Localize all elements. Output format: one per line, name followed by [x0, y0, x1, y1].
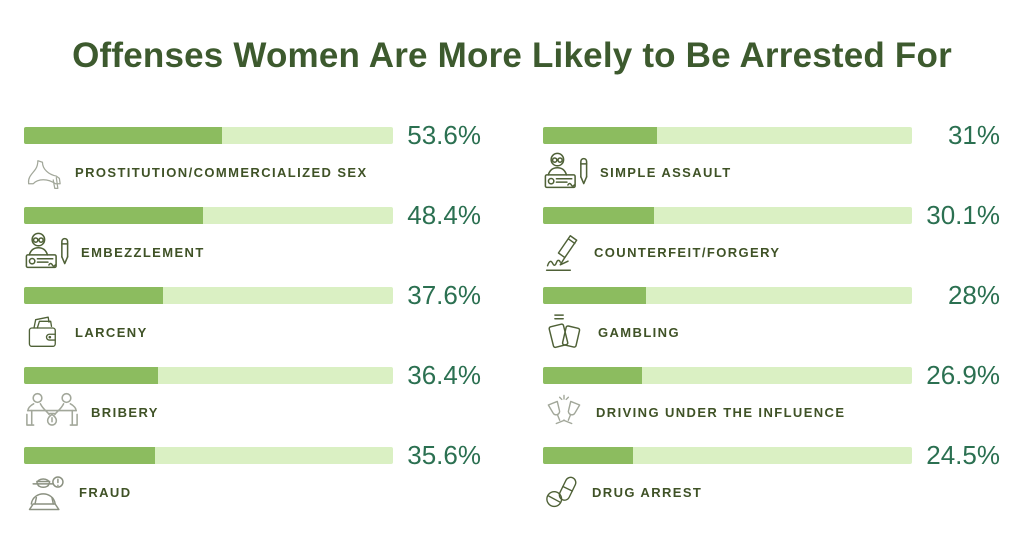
bar-chart: 53.6% PROSTITUTION/COMMERCIALIZED SEX	[24, 122, 1000, 522]
bar-row-gambling: 28% GAMBLING	[543, 280, 1000, 349]
bar-fill	[543, 366, 643, 384]
offense-label: DRIVING UNDER THE INFLUENCE	[596, 405, 846, 421]
bar-value: 53.6%	[407, 120, 481, 151]
bar-fill	[543, 206, 655, 224]
bar-value: 31%	[947, 120, 1000, 151]
bar-track	[24, 446, 393, 464]
bar-row-counterfeit: 30.1% COUNTERFEIT/FORGERY	[543, 200, 1000, 271]
bar-row-simple-assault: 31%	[543, 120, 1000, 188]
bar-value: 28%	[947, 280, 1000, 311]
person-writing-icon	[543, 150, 589, 196]
bar-value: 30.1%	[926, 200, 1000, 231]
offense-label: BRIBERY	[91, 405, 159, 421]
bar-value: 37.6%	[407, 280, 481, 311]
offense-label: DRUG ARREST	[592, 485, 703, 501]
bar-row-prostitution: 53.6% PROSTITUTION/COMMERCIALIZED SEX	[24, 120, 481, 189]
bar-row-larceny: 37.6% LARCENY	[24, 282, 481, 347]
bar-fill	[24, 446, 156, 464]
bar-row-dui: 26.9%	[543, 362, 1000, 427]
offense-label: PROSTITUTION/COMMERCIALIZED SEX	[75, 165, 368, 181]
bar-value: 24.5%	[926, 440, 1000, 471]
embezzlement-clerk-icon	[24, 230, 70, 276]
bar-row-drug-arrest: 24.5% DRUG ARREST	[543, 442, 1000, 507]
bar-fill	[543, 286, 647, 304]
bar-value: 48.4%	[407, 200, 481, 231]
offense-label: EMBEZZLEMENT	[81, 245, 205, 261]
bar-row-embezzlement: 48.4%	[24, 200, 481, 268]
offense-label: SIMPLE ASSAULT	[600, 165, 732, 181]
bar-fill	[543, 126, 658, 144]
bar-track	[24, 366, 393, 384]
infographic-page: Offenses Women Are More Likely to Be Arr…	[24, 36, 1000, 522]
pills-icon	[543, 472, 581, 514]
bar-row-fraud: 35.6%	[24, 440, 481, 510]
bar-value: 26.9%	[926, 360, 1000, 391]
page-title: Offenses Women Are More Likely to Be Arr…	[72, 36, 952, 75]
bar-value: 36.4%	[407, 360, 481, 391]
bar-value: 35.6%	[407, 440, 481, 471]
bar-fill	[24, 286, 163, 304]
bar-fill	[24, 366, 159, 384]
bar-fill	[24, 126, 222, 144]
bar-fill	[543, 446, 634, 464]
offense-label: FRAUD	[79, 485, 132, 501]
signature-pen-icon	[543, 230, 583, 276]
fraudster-laptop-icon	[24, 470, 68, 516]
offense-label: LARCENY	[75, 325, 148, 341]
bar-track	[543, 366, 912, 384]
high-heel-icon	[24, 151, 64, 195]
bar-track	[24, 126, 393, 144]
bar-column-left: 53.6% PROSTITUTION/COMMERCIALIZED SEX	[24, 122, 481, 522]
bar-track	[543, 126, 912, 144]
bar-column-right: 31%	[543, 122, 1000, 522]
bar-track	[24, 286, 393, 304]
playing-cards-icon	[543, 310, 587, 355]
bar-track	[543, 446, 912, 464]
wallet-cash-icon	[24, 312, 64, 354]
bar-track	[543, 206, 912, 224]
bar-row-bribery: 36.4%	[24, 362, 481, 427]
offense-label: GAMBLING	[598, 325, 680, 341]
bar-fill	[24, 206, 203, 224]
champagne-glasses-icon	[543, 390, 585, 436]
bribery-table-icon	[24, 389, 80, 436]
offense-label: COUNTERFEIT/FORGERY	[594, 245, 781, 261]
bar-track	[543, 286, 912, 304]
bar-track	[24, 206, 393, 224]
